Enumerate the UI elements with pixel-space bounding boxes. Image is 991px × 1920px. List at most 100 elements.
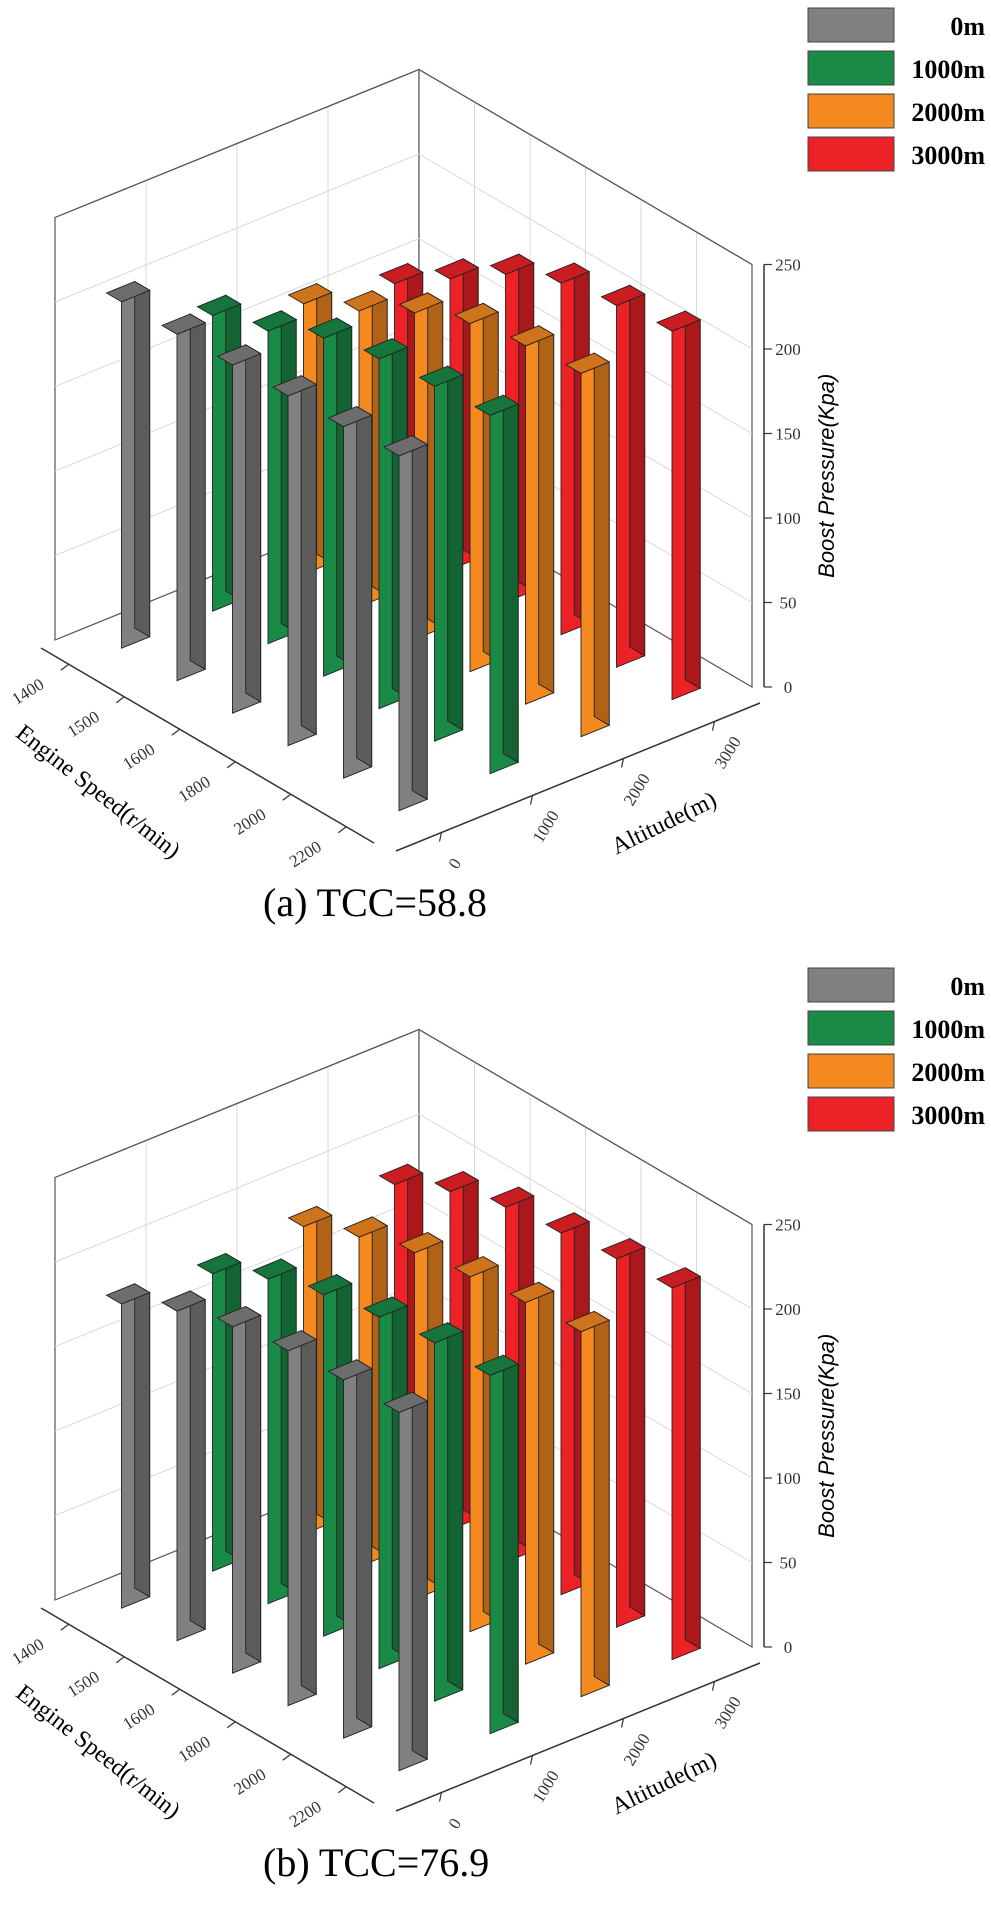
bar-face-top <box>382 1391 429 1413</box>
bar-0m-2000 <box>327 405 373 779</box>
bar-face-top <box>287 283 333 305</box>
bar-face-top <box>473 1354 520 1376</box>
engine-speed-tick: 2000 <box>230 805 269 839</box>
engine-speed-tick-mark <box>171 728 181 736</box>
bar-face-top <box>271 375 318 397</box>
legend-label-1000m: 1000m <box>911 55 985 84</box>
chart-panel-b: 2200 2000 1800 1600 1500 1400 0 1000 2000 3000 0 50… <box>0 960 991 1920</box>
legend-swatch-0m <box>807 7 895 43</box>
legend-swatch-3000m <box>807 1096 895 1132</box>
bar-0m-2200 <box>382 434 429 812</box>
bar-3000m-2000 <box>600 1237 646 1628</box>
bar-face-top <box>544 262 591 284</box>
bar-face-top <box>655 310 702 332</box>
legend-swatch-1000m <box>807 50 895 86</box>
chart-a: 2200 2000 1800 1600 1500 1400 0 1000 2000 3000 0 50… <box>8 7 985 925</box>
altitude-tick-mark <box>620 758 625 768</box>
bar-face-top <box>105 1283 151 1305</box>
bar-face-top <box>418 365 464 387</box>
legend-label-2000m: 2000m <box>911 1058 985 1087</box>
bar-face-top <box>216 344 262 366</box>
altitude-tick: 0 <box>445 855 466 872</box>
z-tick: 50 <box>780 594 797 613</box>
bar-face-top <box>362 1296 409 1318</box>
z-tick: 0 <box>784 1638 793 1657</box>
bar-face-top <box>398 1231 444 1254</box>
altitude-tick-mark <box>438 832 443 842</box>
bar-face-top <box>251 1258 298 1280</box>
bar-face-side <box>245 344 262 703</box>
legend-label-2000m: 2000m <box>911 98 985 127</box>
bar-3000m-2200 <box>655 1266 702 1661</box>
chart-b: 2200 2000 1800 1600 1500 1400 0 1000 2000 3000 0 50… <box>8 967 985 1885</box>
bar-face-side <box>502 394 519 764</box>
legend-swatch-0m <box>807 967 895 1003</box>
engine-speed-tick: 1400 <box>8 1635 47 1669</box>
bar-1000m-2000 <box>418 1321 464 1702</box>
bar-face-top <box>271 1330 318 1352</box>
bar-face-top <box>342 290 389 312</box>
engine-speed-tick: 1800 <box>175 772 214 806</box>
bar-face-top <box>378 262 424 285</box>
engine-speed-tick: 2200 <box>286 1797 325 1831</box>
bar-face-top <box>105 280 151 303</box>
bar-face-top <box>509 325 555 347</box>
bar-face-top <box>600 284 646 307</box>
bar-face-side <box>245 1305 262 1663</box>
engine-speed-tick-mark <box>282 1753 292 1761</box>
z-axis-title: Boost Pressure(Kpa) <box>814 1334 839 1538</box>
altitude-tick: 3000 <box>711 1693 745 1732</box>
bar-0m-1400 <box>105 280 151 649</box>
z-tick: 100 <box>775 509 801 528</box>
bar-2000m-2200 <box>564 352 611 738</box>
altitude-tick: 0 <box>445 1815 466 1832</box>
altitude-tick: 1000 <box>529 1767 563 1806</box>
bar-face-side <box>189 1290 206 1631</box>
z-tick: 100 <box>775 1469 801 1488</box>
legend-swatch-1000m <box>807 1010 895 1046</box>
z-tick: 150 <box>775 425 801 444</box>
legend-swatch-2000m <box>807 1053 895 1089</box>
bar-face-top <box>196 1252 242 1275</box>
engine-speed-tick: 2200 <box>286 837 325 871</box>
legend-label-3000m: 3000m <box>911 1101 985 1130</box>
engine-speed-axis-title: Engine Speed(r/min) <box>11 720 185 864</box>
altitude-tick-mark <box>620 1718 625 1728</box>
bar-face-top <box>327 406 373 428</box>
bar-face-top <box>216 1305 262 1328</box>
bar-face-side <box>300 1329 317 1696</box>
bar-face-top <box>382 435 429 457</box>
engine-speed-tick: 1800 <box>175 1732 214 1766</box>
z-axis-title: Boost Pressure(Kpa) <box>814 374 839 578</box>
engine-speed-tick: 1400 <box>8 675 47 709</box>
bar-2000m-2200 <box>564 1310 611 1698</box>
legend: 0m 1000m 2000m 3000m <box>807 7 985 172</box>
z-tick: 200 <box>775 1300 801 1319</box>
bar-face-top <box>160 313 207 335</box>
engine-speed-tick-mark <box>337 1786 347 1794</box>
bar-face-top <box>287 1205 333 1228</box>
chart-panel-a: 2200 2000 1800 1600 1500 1400 0 1000 2000 3000 0 50… <box>8 7 985 925</box>
altitude-tick-mark <box>529 1755 534 1765</box>
bar-face-top <box>600 1238 646 1260</box>
bar-face-top <box>433 1170 480 1193</box>
legend-label-1000m: 1000m <box>911 1015 985 1044</box>
bar-face-side <box>593 352 610 727</box>
bars <box>105 1163 702 1772</box>
bar-face-side <box>134 1283 151 1598</box>
z-tick: 250 <box>775 256 801 275</box>
bar-2000m-2000 <box>509 324 555 705</box>
engine-speed-tick-mark <box>115 1656 125 1664</box>
bar-1000m-2000 <box>418 365 464 742</box>
bar-3000m-2200 <box>655 310 702 701</box>
bar-2000m-2000 <box>509 1281 555 1665</box>
altitude-tick: 1000 <box>529 807 563 846</box>
bar-face-top <box>544 1212 591 1234</box>
bar-face-top <box>196 294 242 317</box>
engine-speed-tick-mark <box>171 1688 181 1696</box>
bar-face-top <box>564 1310 611 1333</box>
bar-face-top <box>342 1216 389 1238</box>
altitude-axis <box>395 702 761 852</box>
altitude-tick-mark <box>711 721 716 731</box>
bar-1000m-2200 <box>473 1354 520 1735</box>
